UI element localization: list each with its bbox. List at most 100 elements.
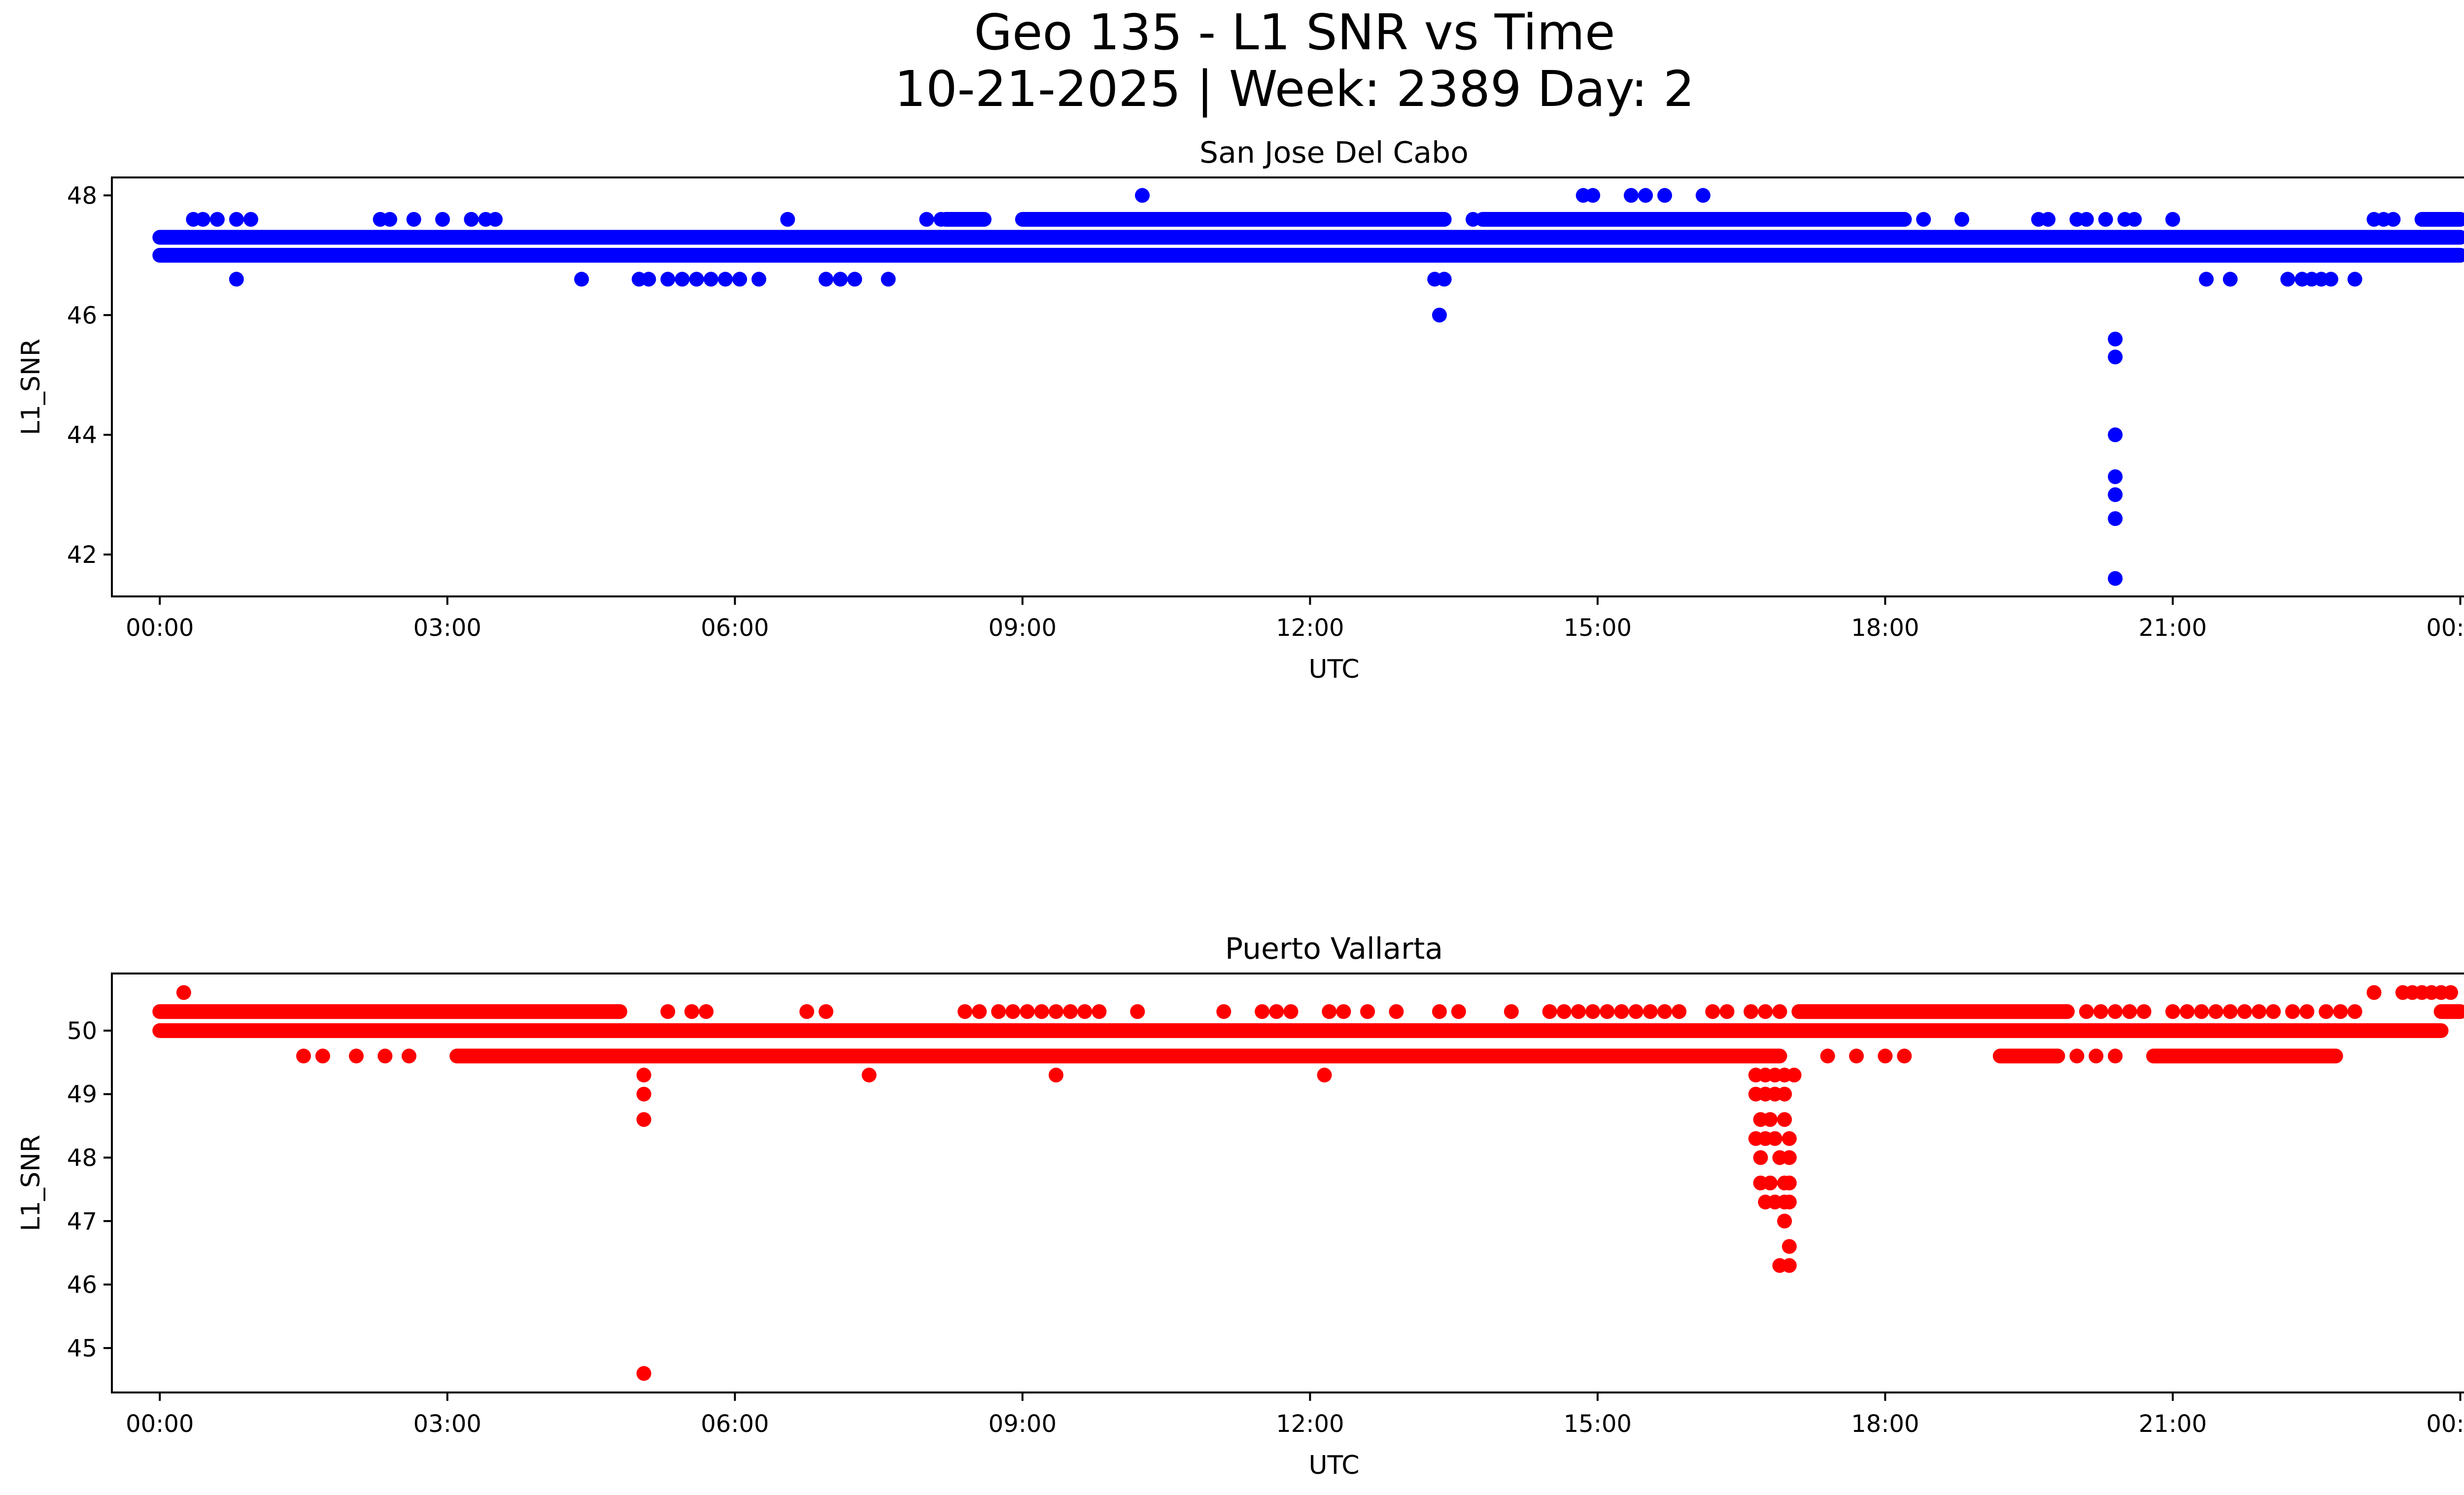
- data-point: [1657, 1004, 1673, 1019]
- data-point: [315, 1048, 330, 1064]
- data-point: [2347, 272, 2362, 287]
- data-point: [751, 272, 766, 287]
- data-point: [1623, 188, 1639, 203]
- x-tick-label: 00:00: [126, 1410, 194, 1438]
- data-point: [1781, 1194, 1797, 1210]
- data-point: [1763, 1176, 1778, 1190]
- data-point: [833, 272, 848, 287]
- data-point: [1772, 1004, 1787, 1019]
- y-tick-label: 49: [67, 1081, 97, 1109]
- data-point: [2194, 1004, 2209, 1019]
- data-point: [732, 272, 748, 287]
- data-point: [1820, 1048, 1835, 1064]
- data-point: [919, 212, 934, 227]
- data-point: [2079, 212, 2094, 227]
- data-point: [1781, 1258, 1797, 1273]
- data-point: [636, 1086, 651, 1102]
- data-point: [209, 212, 225, 227]
- data-point: [2199, 272, 2214, 287]
- data-point: [1255, 1004, 1270, 1019]
- data-point: [2347, 1004, 2362, 1019]
- panel-san-jose-del-cabo: 00:00 03:00 06:00 09:00 12:00 15:00 18:00 21:00…: [16, 136, 2464, 684]
- data-point: [1705, 1004, 1720, 1019]
- y-tick-label: 45: [67, 1335, 97, 1362]
- data-point: [296, 1048, 311, 1064]
- x-tick-label: 15:00: [1564, 614, 1632, 642]
- data-point: [2108, 487, 2123, 502]
- data-point: [1134, 188, 1150, 203]
- data-point: [2127, 212, 2142, 227]
- data-point: [2093, 1004, 2109, 1019]
- data-point: [1695, 188, 1711, 203]
- data-point: [2108, 469, 2123, 485]
- data-point: [1130, 1004, 1145, 1019]
- x-tick-label: 09:00: [989, 1410, 1057, 1438]
- plot-frame: [111, 973, 2464, 1393]
- y-axis-label: L1_SNR: [16, 1135, 46, 1231]
- data-point: [1048, 1004, 1063, 1019]
- x-tick-label: 12:00: [1276, 614, 1344, 642]
- series-puerto-vallarta: [152, 985, 2464, 1381]
- data-point: [718, 272, 733, 287]
- data-point: [689, 272, 704, 287]
- data-point: [1758, 1004, 1773, 1019]
- data-point: [229, 212, 244, 227]
- data-point: [1360, 1004, 1375, 1019]
- data-point: [1878, 1048, 1893, 1064]
- data-point: [2122, 1004, 2137, 1019]
- x-tick-label: 03:00: [413, 1410, 481, 1438]
- data-point: [229, 272, 244, 287]
- x-tick-label: 00:00: [2426, 1410, 2464, 1438]
- data-point: [1628, 1004, 1643, 1019]
- data-point: [1897, 1048, 1912, 1064]
- data-point: [2280, 272, 2295, 287]
- x-tick-label: 15:00: [1564, 1410, 1632, 1438]
- data-point: [1504, 1004, 1519, 1019]
- y-tick-label: 46: [67, 302, 97, 329]
- data-point: [641, 272, 656, 287]
- data-point: [958, 1004, 973, 1019]
- data-point: [1336, 1004, 1351, 1019]
- x-axis-label: UTC: [1308, 655, 1359, 684]
- data-point: [847, 272, 862, 287]
- data-point: [1571, 1004, 1586, 1019]
- x-tick-label: 18:00: [1851, 614, 1919, 642]
- data-point: [2366, 985, 2382, 1000]
- data-point: [2319, 1004, 2334, 1019]
- data-point: [2069, 1048, 2085, 1064]
- data-point: [1432, 1004, 1447, 1019]
- data-point: [1451, 1004, 1466, 1019]
- x-tick-label: 21:00: [2139, 1410, 2207, 1438]
- x-tick-label: 06:00: [701, 614, 769, 642]
- data-point: [881, 272, 896, 287]
- data-point: [2165, 212, 2180, 227]
- y-tick-label: 48: [67, 1144, 97, 1172]
- data-point: [1781, 1131, 1797, 1146]
- data-point: [2299, 1004, 2315, 1019]
- data-point: [2237, 1004, 2252, 1019]
- data-point: [1672, 1004, 1687, 1019]
- y-tick-label: 50: [67, 1017, 97, 1045]
- y-tick-label: 42: [67, 541, 97, 569]
- data-point: [2108, 1048, 2123, 1064]
- data-point: [1767, 1131, 1782, 1146]
- data-point: [2108, 571, 2123, 586]
- data-point: [2108, 331, 2123, 347]
- data-point: [1916, 212, 1931, 227]
- data-point: [1763, 1112, 1778, 1127]
- figure-title-line2: 10-21-2025 | Week: 2389 Day: 2: [894, 60, 1694, 118]
- data-point: [660, 272, 676, 287]
- data-point: [636, 1068, 651, 1083]
- data-point: [2386, 212, 2401, 227]
- x-tick-label: 09:00: [989, 614, 1057, 642]
- data-point: [1034, 1004, 1049, 1019]
- data-point: [1556, 1004, 1572, 1019]
- data-point: [176, 985, 191, 1000]
- data-point: [933, 212, 949, 227]
- x-tick-label: 00:00: [2426, 614, 2464, 642]
- data-point: [2285, 1004, 2300, 1019]
- data-point: [1437, 272, 1452, 287]
- plot-area: [112, 177, 2464, 596]
- data-point: [972, 1004, 987, 1019]
- data-point: [636, 1366, 651, 1381]
